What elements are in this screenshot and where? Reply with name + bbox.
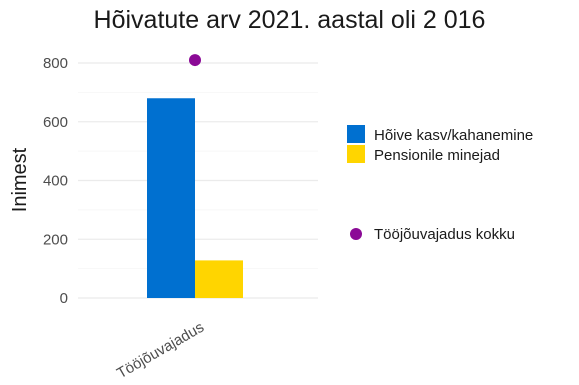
y-tick-label: 600 [43, 114, 68, 131]
x-tick-labels: Tööjõuvajadus [114, 319, 207, 383]
legend-swatch-2 [347, 145, 365, 163]
legend-swatch-1 [347, 125, 365, 143]
y-tick-label: 400 [43, 173, 68, 190]
y-tick-labels: 0 200 400 600 800 [43, 55, 68, 307]
legend-swatch-3 [350, 228, 362, 240]
bar-2 [195, 260, 243, 298]
y-tick-label: 200 [43, 231, 68, 248]
y-tick-label: 0 [60, 290, 68, 307]
legend-label-1: Hõive kasv/kahanemine [374, 127, 533, 144]
y-tick-label: 800 [43, 55, 68, 72]
y-axis-title: Inimest [9, 147, 31, 212]
legend: Hõive kasv/kahanemine Pensionile minejad T… [347, 125, 533, 243]
bar-1 [147, 98, 195, 298]
total-point [189, 54, 201, 66]
x-tick-label: Tööjõuvajadus [114, 319, 207, 383]
chart-marks [147, 54, 243, 298]
legend-label-3: Tööjõuvajadus kokku [374, 226, 515, 243]
legend-label-2: Pensionile minejad [374, 147, 500, 164]
